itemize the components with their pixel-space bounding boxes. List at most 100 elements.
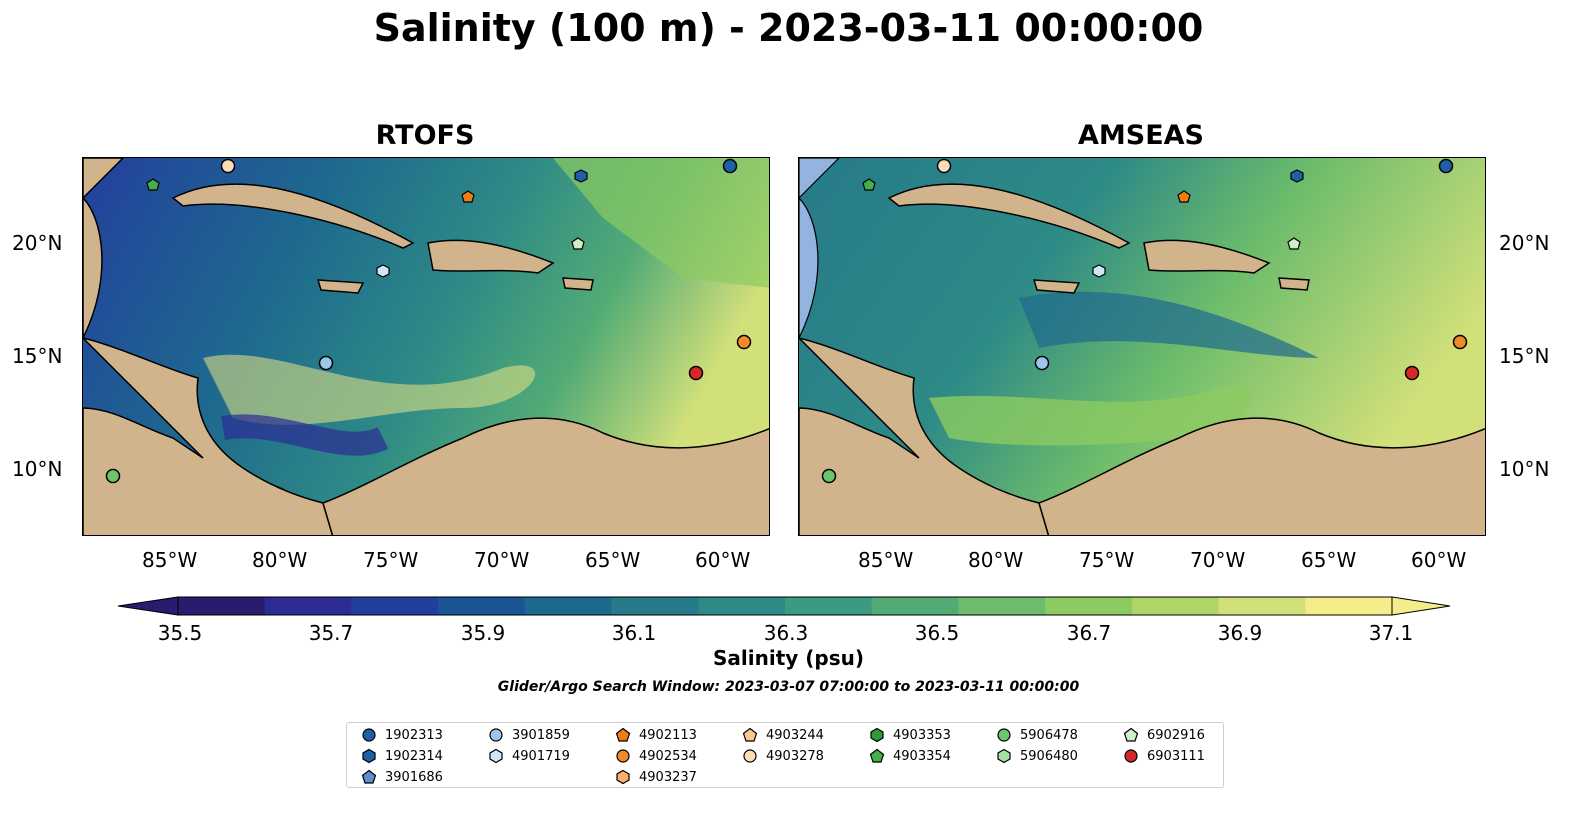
- low-salinity-band: [221, 414, 389, 456]
- colorbar-label: Salinity (psu): [712, 646, 864, 670]
- legend-label: 4902113: [639, 727, 697, 743]
- colorbar-high-extend: [1391, 596, 1451, 616]
- legend-item-4903237: 4903237: [615, 769, 697, 785]
- legend-label: 1902314: [385, 748, 443, 764]
- pentagon-marker-icon: [1123, 727, 1139, 743]
- legend-label: 5906480: [1020, 748, 1078, 764]
- colorbar-segment: [438, 597, 526, 615]
- circle-marker-icon: [615, 748, 631, 764]
- legend-label: 4901719: [512, 748, 570, 764]
- rtofs-panel-title: RTOFS: [375, 120, 475, 151]
- south-america-land: [1038, 417, 1485, 535]
- hexagon-marker-icon: [615, 769, 631, 785]
- colorbar-segment: [785, 597, 873, 615]
- central-america-land: [83, 337, 334, 535]
- colorbar-tick: 36.3: [763, 621, 809, 645]
- hispaniola-land: [427, 239, 555, 274]
- float-4903354: [146, 178, 160, 191]
- float-1902313: [1438, 158, 1454, 174]
- float-1902314: [1290, 169, 1304, 183]
- float-5906478: [821, 468, 837, 484]
- lat-label-20n: 20°N: [12, 231, 63, 255]
- legend-item-4903244: 4903244: [742, 727, 824, 743]
- rtofs-map[interactable]: [82, 157, 770, 536]
- lon-label-65w: 65°W: [585, 548, 641, 572]
- float-4903278: [220, 158, 236, 174]
- colorbar-outline: [177, 596, 1393, 616]
- puerto-rico-land: [562, 277, 594, 291]
- legend-item-6903111: 6903111: [1123, 748, 1205, 764]
- legend-label: 6903111: [1147, 748, 1205, 764]
- pentagon-marker-icon: [742, 727, 758, 743]
- lon-label-75w-right: 75°W: [1079, 548, 1135, 572]
- legend-item-4902113: 4902113: [615, 727, 697, 743]
- lon-label-80w-right: 80°W: [968, 548, 1024, 572]
- colorbar: [118, 596, 1451, 616]
- hexagon-marker-icon: [488, 748, 504, 764]
- legend-item-5906480: 5906480: [996, 748, 1078, 764]
- legend-item-3901686: 3901686: [361, 769, 443, 785]
- colorbar-segment: [1045, 597, 1133, 615]
- float-4902534: [736, 334, 752, 350]
- high-salinity-atlantic: [553, 158, 769, 288]
- legend-label: 3901859: [512, 727, 570, 743]
- legend-item-4901719: 4901719: [488, 748, 570, 764]
- colorbar-tick: 37.1: [1368, 621, 1414, 645]
- legend-item-4903353: 4903353: [869, 727, 951, 743]
- puerto-rico-land: [1278, 277, 1310, 291]
- high-salinity-plume: [929, 385, 1251, 446]
- hispaniola-land: [1143, 239, 1271, 274]
- legend-label: 6902916: [1147, 727, 1205, 743]
- colorbar-segment: [351, 597, 439, 615]
- colorbar-segment: [264, 597, 352, 615]
- central-america-land: [799, 337, 1050, 535]
- hexagon-marker-icon: [869, 727, 885, 743]
- low-salinity-band: [1019, 291, 1319, 358]
- legend-label: 4903237: [639, 769, 697, 785]
- south-america-land: [322, 417, 769, 535]
- float-4902113: [1177, 190, 1191, 203]
- lon-label-85w: 85°W: [142, 548, 198, 572]
- colorbar-tick: 36.7: [1066, 621, 1112, 645]
- figure-title: Salinity (100 m) - 2023-03-11 00:00:00: [373, 6, 1204, 50]
- circle-marker-icon: [1123, 748, 1139, 764]
- colorbar-segment: [1305, 597, 1393, 615]
- legend-item-6902916: 6902916: [1123, 727, 1205, 743]
- lat-label-15n-right: 15°N: [1499, 344, 1550, 368]
- circle-marker-icon: [488, 727, 504, 743]
- colorbar-low-extend: [118, 596, 179, 616]
- legend-label: 4903278: [766, 748, 824, 764]
- lon-label-60w: 60°W: [695, 548, 751, 572]
- float-3901859: [1034, 355, 1050, 371]
- float-4902534: [1452, 334, 1468, 350]
- legend-label: 3901686: [385, 769, 443, 785]
- float-1902313: [722, 158, 738, 174]
- amseas-map[interactable]: [798, 157, 1486, 536]
- colorbar-segment: [871, 597, 959, 615]
- float-6902916: [1287, 237, 1301, 250]
- colorbar-segment: [958, 597, 1046, 615]
- lon-label-65w-right: 65°W: [1301, 548, 1357, 572]
- legend-label: 1902313: [385, 727, 443, 743]
- legend-item-1902314: 1902314: [361, 748, 443, 764]
- float-6902916: [571, 237, 585, 250]
- colorbar-tick: 36.5: [914, 621, 960, 645]
- lat-label-10n-right: 10°N: [1499, 457, 1550, 481]
- hexagon-marker-icon: [361, 748, 377, 764]
- pentagon-marker-icon: [869, 748, 885, 764]
- search-window-note: Glider/Argo Search Window: 2023-03-07 07…: [497, 679, 1080, 695]
- float-5906478: [105, 468, 121, 484]
- colorbar-tick: 35.7: [308, 621, 354, 645]
- legend-label: 4903353: [893, 727, 951, 743]
- float-1902314: [574, 169, 588, 183]
- legend-item-3901859: 3901859: [488, 727, 570, 743]
- lon-label-70w-right: 70°W: [1190, 548, 1246, 572]
- circle-marker-icon: [361, 727, 377, 743]
- high-salinity-plume: [203, 354, 536, 425]
- legend-label: 4903244: [766, 727, 824, 743]
- yucatan-land: [83, 158, 125, 339]
- legend: 1902313 1902314 3901686 3901859 4901719 49021…: [346, 722, 1224, 788]
- colorbar-tick: 35.5: [157, 621, 203, 645]
- cuba-land: [887, 183, 1131, 249]
- lon-label-80w: 80°W: [252, 548, 308, 572]
